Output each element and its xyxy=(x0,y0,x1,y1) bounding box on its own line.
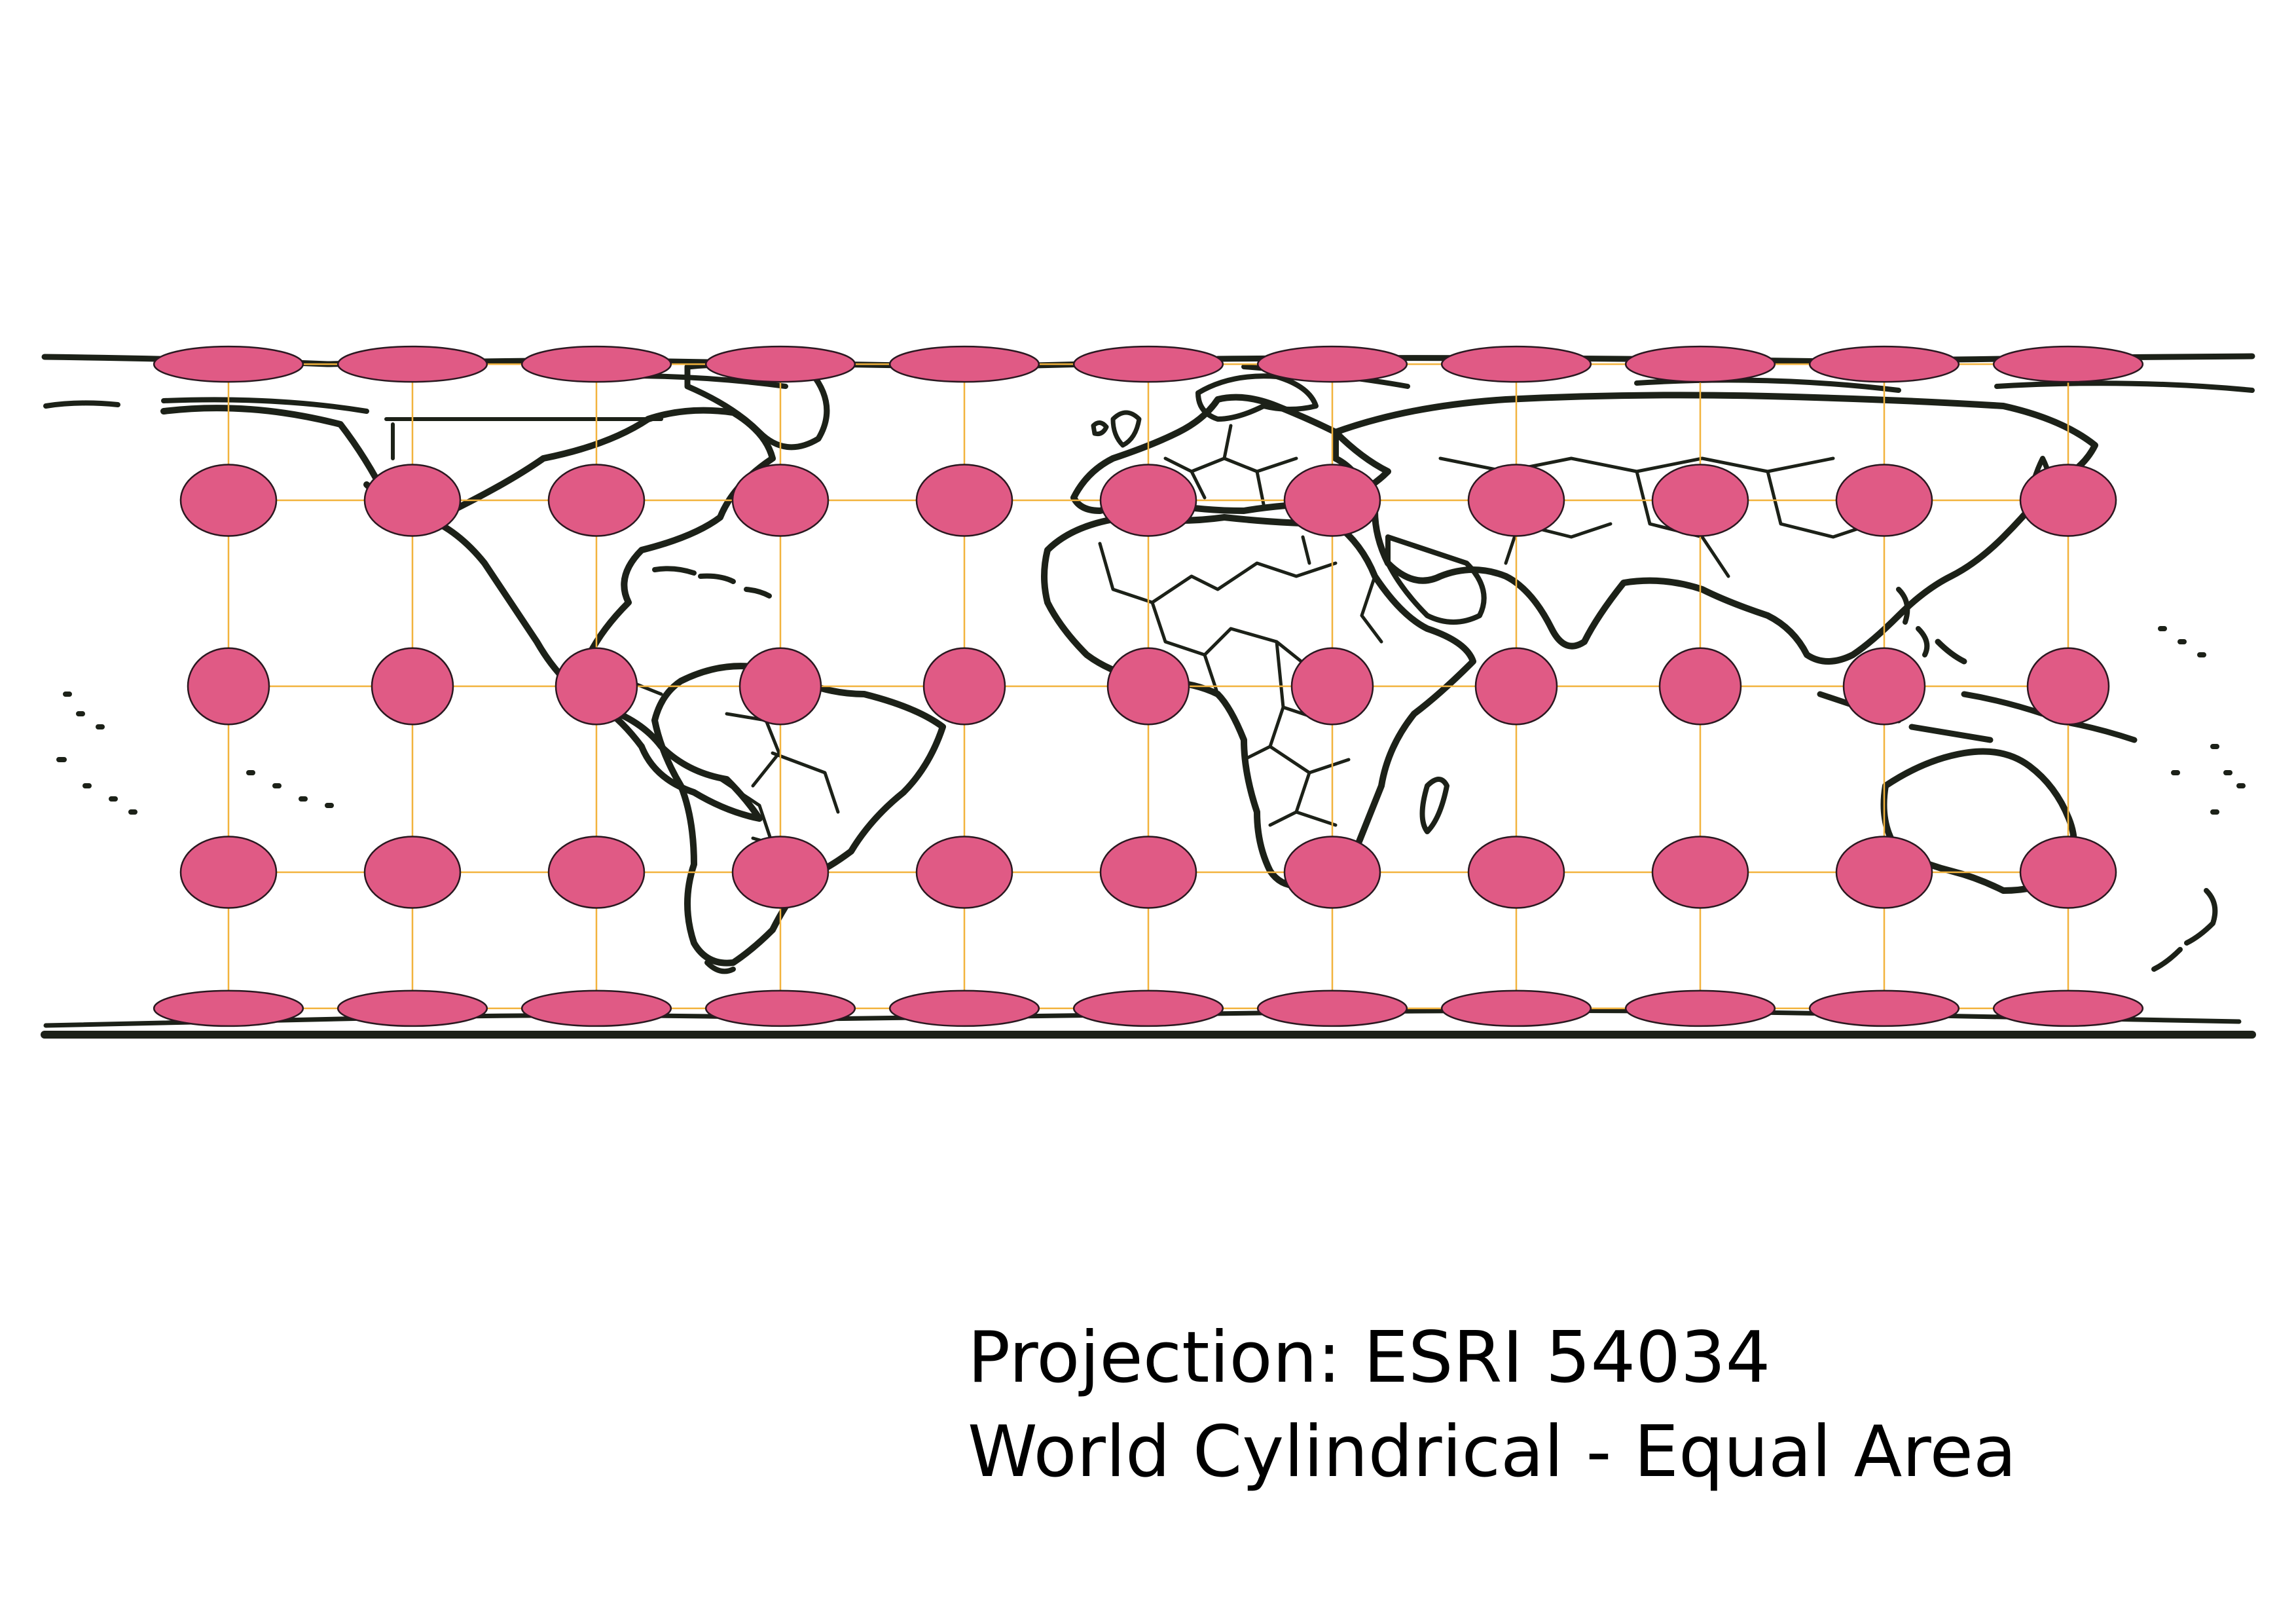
madagascar-coast xyxy=(1419,777,1449,834)
tissot-ellipse xyxy=(179,464,278,537)
tissot-ellipse xyxy=(153,345,304,383)
us-canada-border xyxy=(384,417,663,460)
tissot-ellipse xyxy=(547,464,646,537)
tissot-ellipse xyxy=(1474,647,1558,726)
tissot-ellipse xyxy=(555,647,638,726)
pacific-islands xyxy=(56,626,2246,815)
tissot-ellipse xyxy=(2019,836,2117,909)
tissot-ellipse xyxy=(1467,464,1565,537)
caribbean-islands xyxy=(652,566,772,599)
tierra-del-fuego xyxy=(704,960,736,974)
tissot-ellipse xyxy=(1808,345,1960,383)
tissot-ellipse xyxy=(153,989,304,1027)
projection-caption: Projection: ESRI 54034 World Cylindrical… xyxy=(968,1311,2016,1500)
uk-coast xyxy=(1091,410,1142,448)
tissot-ellipse xyxy=(337,345,488,383)
tissot-ellipse xyxy=(1072,345,1224,383)
asia-borders xyxy=(1438,456,1874,578)
asia-coast xyxy=(1332,392,2098,665)
tissot-ellipse xyxy=(1072,989,1224,1027)
tissot-ellipse xyxy=(1624,345,1776,383)
tissot-ellipse xyxy=(1099,464,1197,537)
south-america-borders xyxy=(718,712,840,893)
tissot-ellipse xyxy=(704,345,856,383)
tissot-ellipse xyxy=(1658,647,1742,726)
projection-name: World Cylindrical - Equal Area xyxy=(968,1411,2017,1493)
tissot-ellipse xyxy=(2026,647,2110,726)
tissot-ellipse xyxy=(1256,989,1408,1027)
tissot-ellipse xyxy=(1256,345,1408,383)
tissot-ellipse xyxy=(1842,647,1926,726)
tissot-ellipse xyxy=(371,647,454,726)
tissot-ellipse xyxy=(2019,464,2117,537)
tissot-ellipse xyxy=(915,836,1013,909)
scandinavia-coast xyxy=(1195,373,1319,422)
tissot-ellipse xyxy=(1283,464,1381,537)
tissot-ellipse xyxy=(731,836,829,909)
tissot-ellipse xyxy=(704,989,856,1027)
tissot-ellipse xyxy=(1835,836,1933,909)
tissot-ellipse xyxy=(731,464,829,537)
tissot-ellipse xyxy=(1467,836,1565,909)
tissot-ellipse xyxy=(363,836,462,909)
north-america-coast xyxy=(160,405,776,822)
tissot-ellipse xyxy=(1099,836,1197,909)
new-zealand-coast xyxy=(2151,888,2218,972)
tissot-ellipse xyxy=(1992,989,2144,1027)
tissot-ellipse xyxy=(1624,989,1776,1027)
tissot-ellipse xyxy=(888,345,1040,383)
tissot-ellipse xyxy=(1290,647,1374,726)
tissot-ellipse xyxy=(1440,989,1592,1027)
tissot-ellipse xyxy=(1651,836,1749,909)
tissot-ellipse xyxy=(1992,345,2144,383)
tissot-indicatrix-layer xyxy=(153,345,2144,1027)
tissot-ellipse xyxy=(1283,836,1381,909)
tissot-ellipse xyxy=(179,836,278,909)
tissot-ellipse xyxy=(1440,345,1592,383)
arabia-coast xyxy=(1385,534,1487,625)
tissot-ellipse xyxy=(1808,989,1960,1027)
africa-borders xyxy=(1098,535,1383,827)
tissot-ellipse xyxy=(888,989,1040,1027)
tissot-ellipse xyxy=(520,345,672,383)
projection-code: Projection: ESRI 54034 xyxy=(968,1317,1771,1399)
tissot-ellipse xyxy=(337,989,488,1027)
tissot-ellipse xyxy=(187,647,270,726)
europe-borders xyxy=(1163,424,1298,506)
tissot-ellipse xyxy=(1835,464,1933,537)
tissot-ellipse xyxy=(922,647,1006,726)
philippines-islands xyxy=(1896,587,1930,657)
tissot-ellipse xyxy=(1106,647,1190,726)
tissot-ellipse xyxy=(1651,464,1749,537)
tissot-ellipse xyxy=(363,464,462,537)
tissot-ellipse xyxy=(520,989,672,1027)
tissot-ellipse xyxy=(915,464,1013,537)
tissot-ellipse xyxy=(738,647,822,726)
tissot-ellipse xyxy=(547,836,646,909)
